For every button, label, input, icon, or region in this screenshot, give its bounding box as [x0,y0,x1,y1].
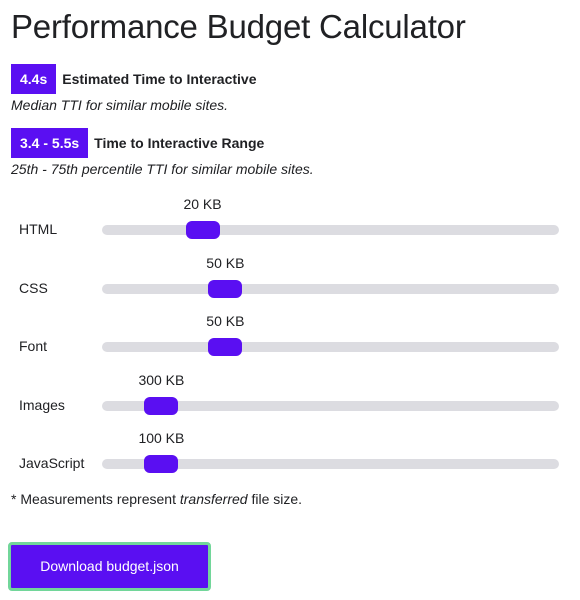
tti-range-label: Time to Interactive Range [94,135,265,151]
tti-badge: 4.4s [11,64,57,94]
slider-value-label: 100 KB [138,430,185,446]
slider-thumb[interactable] [144,397,179,415]
page-title: Performance Budget Calculator [11,8,466,45]
slider-thumb[interactable] [144,455,179,473]
tti-metric: 4.4s Estimated Time to Interactive [11,64,257,94]
note-emphasis: transferred [179,491,248,507]
slider-row-javascript: 100 KB JavaScript [0,428,580,486]
slider-label: CSS [19,280,48,296]
slider-row-images: 300 KB Images [0,370,580,428]
slider-thumb[interactable] [208,338,243,356]
tti-range-metric: 3.4 - 5.5s Time to Interactive Range [11,128,264,158]
slider-thumb[interactable] [208,280,243,298]
tti-description: Median TTI for similar mobile sites. [11,97,229,113]
slider-row-css: 50 KB CSS [0,253,580,311]
slider-label: JavaScript [19,455,85,471]
slider-track[interactable] [102,221,559,239]
tti-label: Estimated Time to Interactive [62,71,257,87]
slider-value-label: 50 KB [206,255,245,271]
note-suffix: file size. [251,491,303,507]
slider-label: Images [19,397,65,413]
note-prefix: * Measurements represent [11,491,176,507]
slider-value-label: 50 KB [206,313,245,329]
tti-range-badge: 3.4 - 5.5s [11,128,89,158]
slider-thumb[interactable] [185,221,220,239]
tti-range-description: 25th - 75th percentile TTI for similar m… [11,161,314,177]
slider-track[interactable] [102,397,559,415]
download-budget-button[interactable]: Download budget.json [8,542,211,591]
slider-track[interactable] [102,338,559,356]
slider-row-html: 20 KB HTML [0,194,580,252]
slider-label: HTML [19,221,58,237]
slider-track[interactable] [102,280,559,298]
slider-label: Font [19,338,48,354]
measurement-note: * Measurements represent transferred fil… [11,491,302,507]
slider-track[interactable] [102,455,559,473]
slider-value-label: 20 KB [183,196,222,212]
slider-value-label: 300 KB [138,372,185,388]
slider-row-font: 50 KB Font [0,311,580,369]
